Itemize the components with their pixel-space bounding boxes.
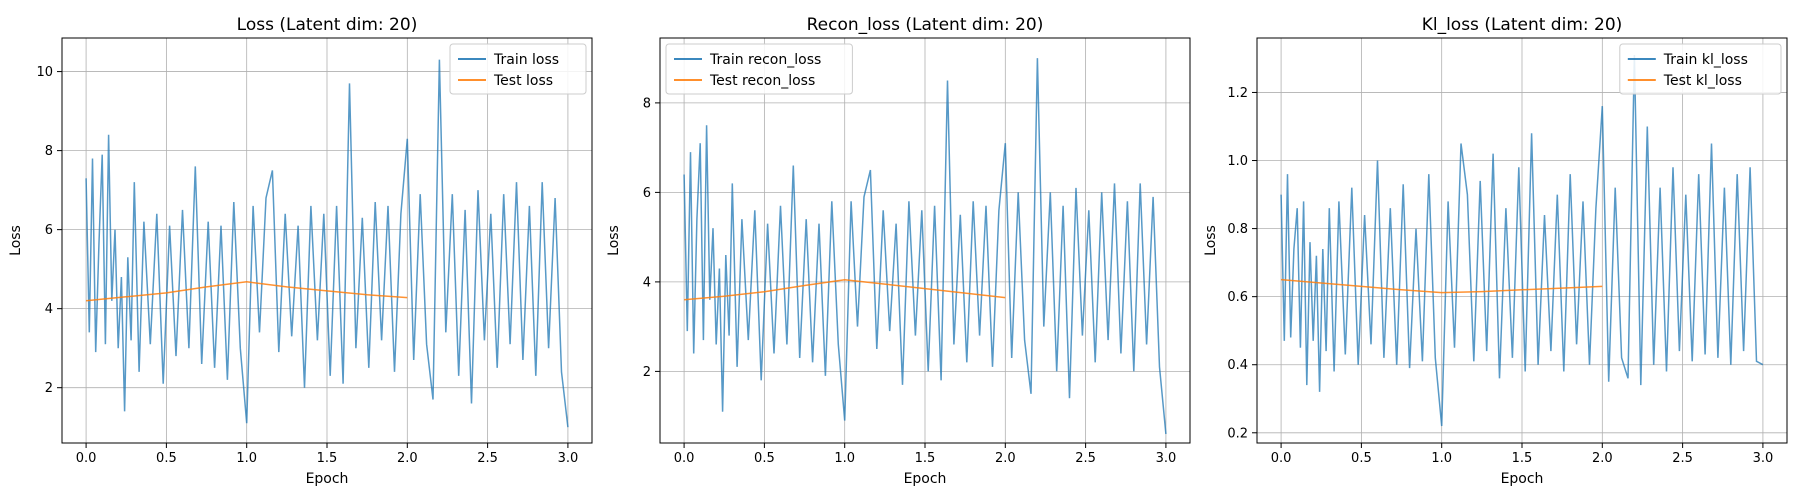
y-tick-label: 2	[45, 381, 53, 396]
legend-box	[1619, 43, 1782, 95]
chart-title: Kl_loss (Latent dim: 20)	[1422, 15, 1623, 35]
y-tick-label: 2	[643, 365, 651, 380]
y-tick-label: 4	[45, 302, 53, 317]
legend-box	[665, 43, 853, 95]
y-axis-label: Loss	[1203, 225, 1219, 256]
x-axis-label: Epoch	[306, 471, 349, 487]
x-tick-label: 3.0	[1156, 451, 1177, 466]
x-tick-label: 1.0	[1431, 451, 1452, 466]
x-axis-label: Epoch	[904, 471, 947, 487]
x-tick-label: 0.0	[76, 451, 97, 466]
x-tick-label: 2.5	[1075, 451, 1096, 466]
x-tick-label: 0.5	[1351, 451, 1372, 466]
series-line-train	[683, 58, 1167, 435]
x-tick-label: 0.0	[674, 451, 695, 466]
x-tick-label: 3.0	[558, 451, 579, 466]
series-line-test	[86, 281, 408, 302]
y-tick-label: 0.2	[1227, 426, 1248, 441]
x-tick-label: 2.5	[477, 451, 498, 466]
series-line-train	[1280, 54, 1764, 427]
legend: Train kl_loss Test kl_loss	[1619, 43, 1782, 95]
y-tick-label: 6	[45, 223, 53, 238]
y-axis-label: Loss	[8, 225, 24, 256]
legend-label: Train kl_loss	[1663, 52, 1748, 68]
chart-panel-1: 0.0 0.5 1.0 1.5 2.0 2.5 3.0 2 4 6 8 10 Loss (Latent …	[8, 15, 593, 487]
y-tick-label: 0.4	[1227, 358, 1248, 373]
y-tick-label: 1.0	[1227, 154, 1248, 169]
chart-title: Recon_loss (Latent dim: 20)	[807, 15, 1044, 35]
legend-box	[449, 43, 587, 95]
y-tick-label: 0.8	[1227, 222, 1248, 237]
x-tick-label: 0.0	[1271, 451, 1292, 466]
legend: Train loss Test loss	[449, 43, 587, 95]
legend-label: Test kl_loss	[1663, 73, 1742, 89]
x-tick-label: 2.0	[397, 451, 418, 466]
x-tick-label: 1.5	[915, 451, 936, 466]
x-tick-label: 2.0	[1592, 451, 1613, 466]
y-tick-label: 10	[36, 65, 53, 80]
x-tick-label: 1.5	[1512, 451, 1533, 466]
y-tick-label: 0.6	[1227, 290, 1248, 305]
legend: Train recon_loss Test recon_loss	[665, 43, 853, 95]
x-axis-label: Epoch	[1501, 471, 1544, 487]
y-tick-label: 1.2	[1227, 86, 1248, 101]
chart-panel-2: 0.0 0.5 1.0 1.5 2.0 2.5 3.0 2 4 6 8 Recon_loss (Lat…	[606, 15, 1191, 487]
legend-label: Test recon_loss	[709, 73, 815, 89]
y-tick-label: 8	[643, 96, 651, 111]
chart-panel-3: 0.0 0.5 1.0 1.5 2.0 2.5 3.0 0.2 0.4 0.6 0.8 1.0 1.2 K…	[1203, 15, 1788, 487]
x-tick-label: 1.0	[834, 451, 855, 466]
x-tick-label: 0.5	[754, 451, 775, 466]
x-tick-label: 2.5	[1672, 451, 1693, 466]
series-line-test	[684, 278, 1006, 301]
legend-label: Train recon_loss	[709, 52, 821, 68]
x-tick-label: 1.5	[317, 451, 338, 466]
y-tick-label: 6	[643, 186, 651, 201]
x-tick-label: 3.0	[1753, 451, 1774, 466]
series-line-train	[85, 59, 569, 428]
y-tick-label: 8	[45, 144, 53, 159]
x-tick-label: 1.0	[236, 451, 257, 466]
y-tick-label: 4	[643, 275, 651, 290]
chart-title: Loss (Latent dim: 20)	[237, 15, 418, 35]
x-tick-label: 2.0	[995, 451, 1016, 466]
x-tick-label: 0.5	[156, 451, 177, 466]
y-axis-label: Loss	[606, 225, 622, 256]
legend-label: Train loss	[493, 52, 559, 68]
series-line-test	[1281, 278, 1603, 294]
legend-label: Test loss	[493, 73, 553, 89]
